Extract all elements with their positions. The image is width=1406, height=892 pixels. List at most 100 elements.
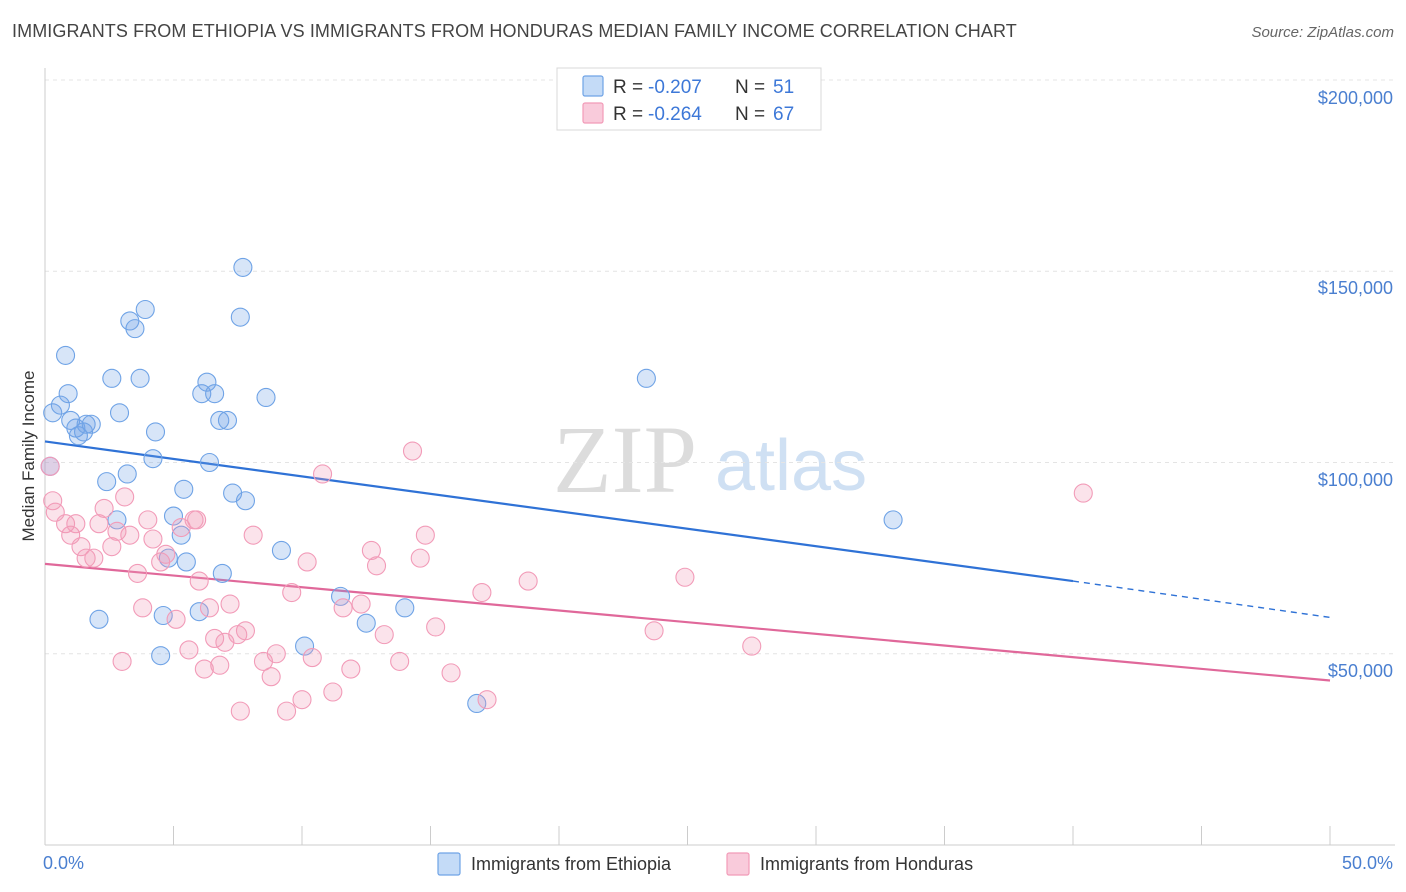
- ethiopia-point[interactable]: [271, 540, 291, 561]
- honduras-point[interactable]: [313, 464, 333, 484]
- honduras-point[interactable]: [76, 548, 96, 568]
- ethiopia-point[interactable]: [636, 368, 656, 388]
- honduras-point[interactable]: [40, 456, 60, 476]
- ethiopia-point[interactable]: [174, 479, 194, 499]
- honduras-point[interactable]: [120, 525, 140, 545]
- ethiopia-point[interactable]: [143, 449, 163, 469]
- honduras-point[interactable]: [277, 701, 297, 721]
- honduras-point[interactable]: [56, 514, 76, 534]
- honduras-point[interactable]: [187, 510, 207, 530]
- honduras-point[interactable]: [43, 491, 63, 511]
- ethiopia-point[interactable]: [176, 552, 196, 572]
- honduras-point[interactable]: [341, 659, 361, 679]
- ethiopia-point[interactable]: [89, 609, 109, 629]
- honduras-point[interactable]: [742, 636, 762, 656]
- honduras-point[interactable]: [107, 521, 127, 541]
- honduras-point[interactable]: [441, 663, 461, 683]
- honduras-point[interactable]: [115, 487, 135, 507]
- ethiopia-point[interactable]: [50, 395, 70, 415]
- honduras-point[interactable]: [194, 659, 214, 679]
- honduras-point[interactable]: [302, 648, 322, 668]
- honduras-point[interactable]: [102, 537, 122, 557]
- honduras-point[interactable]: [112, 651, 132, 671]
- honduras-point[interactable]: [351, 594, 371, 614]
- honduras-point[interactable]: [410, 548, 430, 568]
- honduras-point[interactable]: [71, 537, 91, 557]
- ethiopia-point[interactable]: [68, 426, 88, 446]
- ethiopia-point[interactable]: [171, 525, 191, 545]
- ethiopia-point[interactable]: [212, 563, 232, 583]
- ethiopia-point[interactable]: [163, 506, 184, 526]
- ethiopia-point[interactable]: [467, 693, 487, 714]
- honduras-point[interactable]: [518, 571, 538, 591]
- honduras-point[interactable]: [426, 617, 446, 637]
- honduras-point[interactable]: [266, 644, 286, 664]
- ethiopia-point[interactable]: [395, 598, 415, 618]
- honduras-point[interactable]: [89, 514, 109, 534]
- honduras-point[interactable]: [282, 582, 302, 603]
- ethiopia-point[interactable]: [210, 410, 230, 430]
- ethiopia-point[interactable]: [330, 586, 351, 606]
- ethiopia-point[interactable]: [125, 319, 145, 339]
- honduras-point[interactable]: [230, 701, 250, 721]
- ethiopia-point[interactable]: [233, 257, 253, 277]
- ethiopia-point[interactable]: [197, 372, 217, 392]
- ethiopia-point[interactable]: [43, 403, 63, 423]
- ethiopia-point[interactable]: [117, 464, 137, 484]
- ethiopia-point[interactable]: [153, 605, 173, 626]
- honduras-point[interactable]: [210, 655, 230, 675]
- honduras-point[interactable]: [415, 525, 435, 545]
- ethiopia-point[interactable]: [109, 403, 130, 423]
- honduras-point[interactable]: [179, 640, 199, 660]
- honduras-point[interactable]: [156, 544, 176, 564]
- data-points[interactable]: [40, 257, 1093, 721]
- honduras-point[interactable]: [333, 598, 353, 618]
- honduras-point[interactable]: [390, 651, 410, 671]
- ethiopia-point[interactable]: [356, 613, 376, 633]
- honduras-point[interactable]: [361, 540, 381, 561]
- ethiopia-point[interactable]: [74, 422, 94, 442]
- ethiopia-point[interactable]: [107, 510, 127, 530]
- ethiopia-point[interactable]: [81, 414, 101, 434]
- honduras-point[interactable]: [199, 598, 220, 618]
- honduras-point[interactable]: [84, 548, 104, 568]
- ethiopia-point[interactable]: [135, 299, 155, 320]
- honduras-point[interactable]: [1073, 483, 1093, 503]
- honduras-point[interactable]: [220, 594, 240, 614]
- honduras-point[interactable]: [297, 552, 317, 572]
- honduras-point[interactable]: [66, 514, 86, 534]
- honduras-point[interactable]: [292, 690, 312, 710]
- ethiopia-point[interactable]: [56, 345, 76, 365]
- honduras-point[interactable]: [644, 621, 664, 641]
- honduras-point[interactable]: [143, 529, 163, 549]
- honduras-point[interactable]: [366, 556, 387, 576]
- honduras-point[interactable]: [243, 525, 263, 545]
- ethiopia-point[interactable]: [76, 414, 96, 434]
- ethiopia-point[interactable]: [189, 602, 209, 622]
- ethiopia-point[interactable]: [102, 368, 122, 388]
- ethiopia-point[interactable]: [145, 422, 166, 442]
- ethiopia-point[interactable]: [205, 384, 225, 404]
- ethiopia-point[interactable]: [217, 410, 238, 430]
- honduras-point[interactable]: [138, 510, 158, 530]
- honduras-point[interactable]: [472, 582, 492, 603]
- honduras-point[interactable]: [235, 621, 256, 641]
- honduras-point[interactable]: [477, 690, 497, 710]
- honduras-point[interactable]: [133, 598, 153, 618]
- ethiopia-point[interactable]: [58, 384, 78, 404]
- ethiopia-point[interactable]: [151, 646, 171, 666]
- honduras-point[interactable]: [205, 628, 225, 649]
- honduras-point[interactable]: [166, 609, 186, 629]
- honduras-point[interactable]: [402, 441, 423, 461]
- ethiopia-point[interactable]: [883, 510, 903, 530]
- honduras-point[interactable]: [374, 625, 394, 645]
- honduras-point[interactable]: [127, 563, 148, 583]
- ethiopia-point[interactable]: [295, 636, 315, 656]
- honduras-point[interactable]: [323, 682, 343, 702]
- ethiopia-point[interactable]: [230, 307, 250, 327]
- ethiopia-point[interactable]: [199, 452, 220, 473]
- ethiopia-point[interactable]: [256, 387, 276, 408]
- ethiopia-point[interactable]: [130, 368, 150, 388]
- ethiopia-point[interactable]: [235, 491, 256, 511]
- honduras-point[interactable]: [261, 667, 281, 687]
